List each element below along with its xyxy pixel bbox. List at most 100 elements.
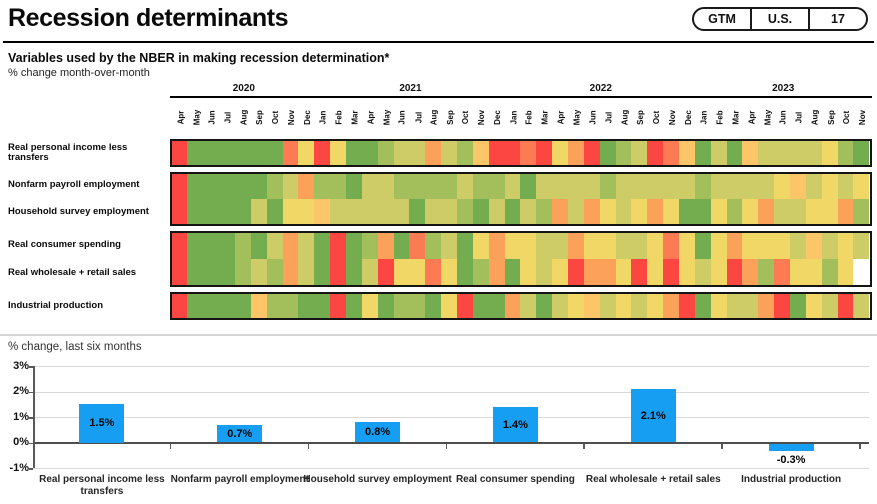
heatmap-cell [345,199,362,224]
heatmap-cell [583,233,600,259]
month-label: Nov [477,109,487,125]
axis-tick [29,417,33,419]
axis-tick [307,443,310,449]
heatmap-cell [567,174,584,199]
axis-tick [29,442,33,444]
bar: 2.1% [630,388,676,443]
heatmap-cell [250,174,267,199]
heatmap-cell [361,294,378,318]
heatmap-cell [663,141,679,165]
heatmap-cell [330,141,346,165]
heatmap-cell [282,199,299,224]
axis-tick [29,468,33,470]
heatmap-cell [393,259,410,285]
gtm-badge: GTM U.S. 17 [692,7,868,31]
heatmap-cell [456,199,473,224]
heatmap-cell [425,174,442,199]
heatmap-cell [583,294,600,318]
heatmap-cell [361,199,378,224]
heatmap-cell [250,141,267,165]
heatmap-cell [710,259,727,285]
heatmap-cell [694,294,711,318]
heatmap-cell [314,174,331,199]
gridline [33,391,869,393]
bar-value-label: 0.8% [365,426,391,439]
heatmap-data-row [171,294,870,318]
heatmap-cell [219,199,235,224]
heatmap-cell [837,174,854,199]
heatmap-cell [599,259,616,285]
heatmap-cell [266,141,283,165]
heatmap-cell [790,233,806,259]
month-label: Mar [540,109,550,125]
heatmap-cell [663,174,679,199]
heatmap-cell [203,141,220,165]
heatmap-cell [282,294,299,318]
heatmap-cell [679,259,695,285]
heatmap-cell [282,174,299,199]
axis-tick [29,366,33,368]
heatmap-cell [837,141,854,165]
heatmap-cell [377,141,394,165]
y-axis-label: 2% [13,385,29,397]
heatmap-cell [583,174,600,199]
heatmap-cell [203,233,220,259]
heatmap-cell [298,233,315,259]
heatmap-cell [330,174,346,199]
heatmap-cell [234,141,251,165]
heatmap-cell [631,294,648,318]
heatmap-cell [583,141,600,165]
heatmap-cell [790,174,806,199]
heatmap-cell [663,199,679,224]
row-label: Real consumer spending [8,238,121,250]
heatmap-cell [441,233,457,259]
heatmap-cell [853,259,870,285]
heatmap-cell [853,199,870,224]
heatmap-cell [330,259,346,285]
heatmap-cell [488,233,505,259]
heatmap-cell [679,174,695,199]
heatmap-cell [536,199,553,224]
heatmap-cell [345,174,362,199]
heatmap-cell [726,174,743,199]
month-label: Apr [175,110,185,124]
heatmap-cell [441,174,457,199]
heatmap-cell [615,294,632,318]
heatmap-group [169,231,872,287]
month-label: Nov [667,109,677,125]
heatmap-cell [187,199,204,224]
heatmap-cell [647,199,664,224]
heatmap-cell [774,259,791,285]
heatmap-cell [615,199,632,224]
heatmap-cell [409,174,426,199]
heatmap-cell [282,141,299,165]
heatmap-cell [536,174,553,199]
heatmap-cell [758,141,775,165]
month-label: Jul [604,111,614,123]
heatmap-cell [536,141,553,165]
month-label: Mar [731,109,741,125]
heatmap-cell [631,141,648,165]
year-label: 2022 [589,83,612,94]
heatmap-cell [615,259,632,285]
bar: 0.7% [217,424,263,443]
heatmap-cell [837,199,854,224]
heatmap-cell [409,199,426,224]
heatmap-cell [615,233,632,259]
heatmap-cell [409,294,426,318]
year-label: 2021 [399,83,422,94]
heatmap-cell [567,199,584,224]
heatmap-cell [520,174,537,199]
month-label: Dec [493,109,503,125]
heatmap-cell [171,294,188,318]
heatmap-cell [694,174,711,199]
month-label: Jul [794,111,804,123]
heatmap-cell [298,174,315,199]
heatmap-cell [853,233,870,259]
heatmap-cell [393,174,410,199]
heatmap-cell [377,199,394,224]
heatmap-cell [361,141,378,165]
heatmap-cell [520,233,537,259]
month-label: Jun [207,109,217,125]
